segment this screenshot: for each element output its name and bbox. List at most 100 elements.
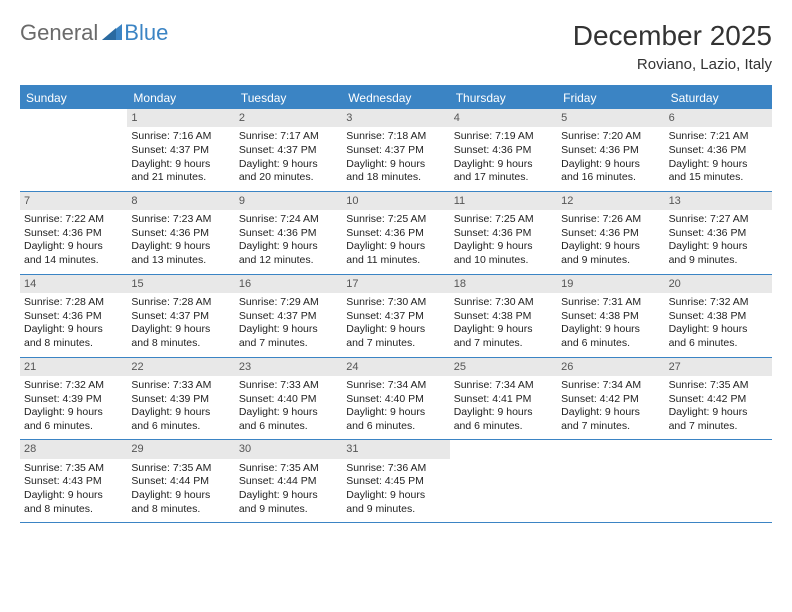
cell-line: Daylight: 9 hours — [239, 158, 338, 172]
day-number: 7 — [20, 192, 127, 210]
cell-line: Sunset: 4:44 PM — [239, 475, 338, 489]
day-number: 14 — [20, 275, 127, 293]
header: General Blue December 2025 Roviano, Lazi… — [20, 20, 772, 73]
calendar-cell — [557, 440, 664, 523]
day-number: 27 — [665, 358, 772, 376]
calendar-cell: 19Sunrise: 7:31 AMSunset: 4:38 PMDayligh… — [557, 275, 664, 358]
day-number: 4 — [450, 109, 557, 127]
day-number: 20 — [665, 275, 772, 293]
cell-line: Daylight: 9 hours — [239, 406, 338, 420]
cell-line: Sunrise: 7:29 AM — [239, 296, 338, 310]
day-header: Tuesday — [235, 87, 342, 109]
cell-line: Sunset: 4:38 PM — [669, 310, 768, 324]
calendar-cell: 7 Sunrise: 7:22 AMSunset: 4:36 PMDaylight… — [20, 192, 127, 275]
day-number: 1 — [127, 109, 234, 127]
day-number: 6 — [665, 109, 772, 127]
cell-line: Daylight: 9 hours — [131, 323, 230, 337]
cell-line: Sunrise: 7:25 AM — [346, 213, 445, 227]
cell-line: Sunset: 4:36 PM — [24, 310, 123, 324]
cell-line: and 10 minutes. — [454, 254, 553, 268]
day-number: 13 — [665, 192, 772, 210]
cell-line: Sunrise: 7:19 AM — [454, 130, 553, 144]
day-number: 21 — [20, 358, 127, 376]
cell-line: Sunset: 4:37 PM — [131, 310, 230, 324]
calendar-cell: 5Sunrise: 7:20 AMSunset: 4:36 PMDaylight… — [557, 109, 664, 192]
cell-line: Sunrise: 7:25 AM — [454, 213, 553, 227]
cell-line: Sunrise: 7:28 AM — [24, 296, 123, 310]
cell-line: and 7 minutes. — [561, 420, 660, 434]
cell-line: Daylight: 9 hours — [239, 489, 338, 503]
cell-line: and 17 minutes. — [454, 171, 553, 185]
cell-line: Sunset: 4:36 PM — [454, 227, 553, 241]
cell-line: Sunrise: 7:17 AM — [239, 130, 338, 144]
logo-text-blue: Blue — [124, 20, 168, 46]
cell-line: and 13 minutes. — [131, 254, 230, 268]
cell-line: Sunrise: 7:32 AM — [669, 296, 768, 310]
cell-line: Daylight: 9 hours — [131, 489, 230, 503]
cell-line: Daylight: 9 hours — [131, 240, 230, 254]
calendar-cell — [665, 440, 772, 523]
cell-line: Sunset: 4:38 PM — [561, 310, 660, 324]
cell-line: Sunset: 4:37 PM — [131, 144, 230, 158]
cell-line: Daylight: 9 hours — [346, 240, 445, 254]
cell-line: Sunset: 4:36 PM — [239, 227, 338, 241]
cell-line: Daylight: 9 hours — [131, 158, 230, 172]
cell-line: and 15 minutes. — [669, 171, 768, 185]
cell-line: and 9 minutes. — [239, 503, 338, 517]
cell-line: Sunrise: 7:28 AM — [131, 296, 230, 310]
title-block: December 2025 Roviano, Lazio, Italy — [573, 20, 772, 73]
cell-line: and 21 minutes. — [131, 171, 230, 185]
calendar-cell: 15Sunrise: 7:28 AMSunset: 4:37 PMDayligh… — [127, 275, 234, 358]
day-number: 16 — [235, 275, 342, 293]
cell-line: Sunrise: 7:36 AM — [346, 462, 445, 476]
cell-line: Sunrise: 7:24 AM — [239, 213, 338, 227]
cell-line: Sunset: 4:44 PM — [131, 475, 230, 489]
cell-line: Daylight: 9 hours — [561, 158, 660, 172]
cell-line: Daylight: 9 hours — [454, 240, 553, 254]
cell-line: Daylight: 9 hours — [561, 240, 660, 254]
day-number: 3 — [342, 109, 449, 127]
cell-line: Sunrise: 7:20 AM — [561, 130, 660, 144]
cell-line: and 6 minutes. — [561, 337, 660, 351]
cell-line: Daylight: 9 hours — [346, 323, 445, 337]
day-number: 25 — [450, 358, 557, 376]
calendar-cell: 16 Sunrise: 7:29 AMSunset: 4:37 PMDayligh… — [235, 275, 342, 358]
cell-line: Sunset: 4:36 PM — [561, 144, 660, 158]
cell-line: Sunrise: 7:34 AM — [346, 379, 445, 393]
cell-line: Sunrise: 7:35 AM — [131, 462, 230, 476]
calendar-cell: 21Sunrise: 7:32 AMSunset: 4:39 PMDayligh… — [20, 358, 127, 441]
cell-line: Sunrise: 7:16 AM — [131, 130, 230, 144]
cell-line: Sunrise: 7:35 AM — [669, 379, 768, 393]
day-number: 31 — [342, 440, 449, 458]
cell-line: Daylight: 9 hours — [24, 240, 123, 254]
day-number: 12 — [557, 192, 664, 210]
cell-line: Sunrise: 7:33 AM — [239, 379, 338, 393]
day-number: 8 — [127, 192, 234, 210]
cell-line: Sunset: 4:36 PM — [24, 227, 123, 241]
day-header: Friday — [557, 87, 664, 109]
cell-line: Sunset: 4:39 PM — [131, 393, 230, 407]
cell-line: Daylight: 9 hours — [239, 240, 338, 254]
cell-line: Sunset: 4:36 PM — [131, 227, 230, 241]
cell-line: Sunrise: 7:22 AM — [24, 213, 123, 227]
cell-line: Sunset: 4:37 PM — [239, 310, 338, 324]
cell-line: Daylight: 9 hours — [561, 323, 660, 337]
cell-line: Daylight: 9 hours — [131, 406, 230, 420]
day-header: Monday — [127, 87, 234, 109]
cell-line: Daylight: 9 hours — [346, 406, 445, 420]
calendar-cell: 8Sunrise: 7:23 AMSunset: 4:36 PMDaylight… — [127, 192, 234, 275]
cell-line: Daylight: 9 hours — [239, 323, 338, 337]
cell-line: Sunrise: 7:26 AM — [561, 213, 660, 227]
calendar-cell: 28Sunrise: 7:35 AMSunset: 4:43 PMDayligh… — [20, 440, 127, 523]
cell-line: and 8 minutes. — [24, 337, 123, 351]
calendar-cell: 31Sunrise: 7:36 AMSunset: 4:45 PMDayligh… — [342, 440, 449, 523]
day-number: 22 — [127, 358, 234, 376]
cell-line: Sunset: 4:37 PM — [239, 144, 338, 158]
cell-line: and 9 minutes. — [346, 503, 445, 517]
cell-line: Sunset: 4:40 PM — [239, 393, 338, 407]
cell-line: Daylight: 9 hours — [346, 158, 445, 172]
calendar-cell — [450, 440, 557, 523]
cell-line: Sunrise: 7:31 AM — [561, 296, 660, 310]
cell-line: Daylight: 9 hours — [561, 406, 660, 420]
page-title: December 2025 — [573, 20, 772, 52]
